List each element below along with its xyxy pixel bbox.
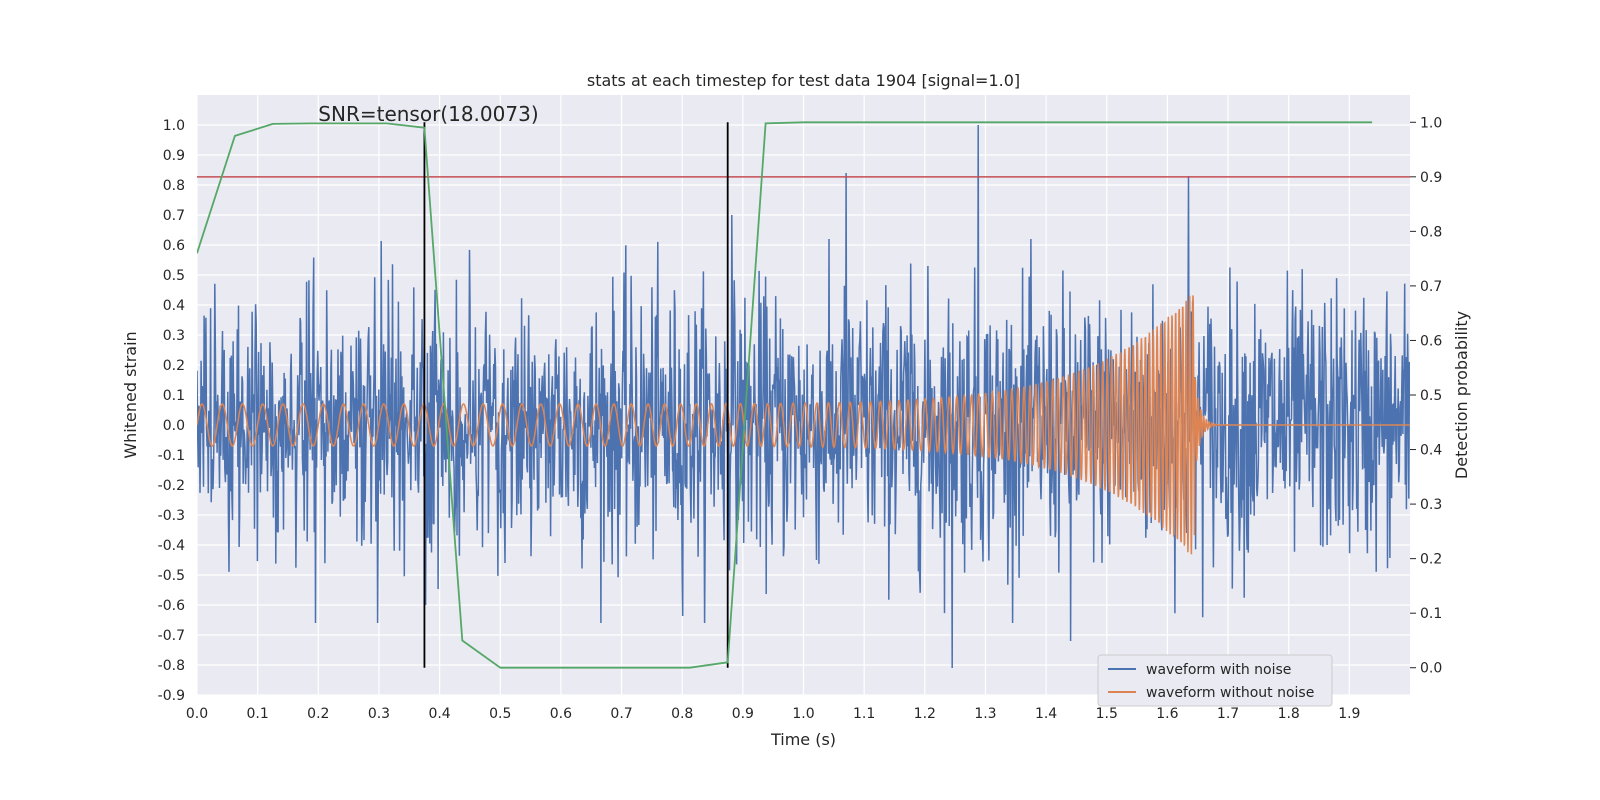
x-tick-label: 0.6 bbox=[550, 706, 572, 722]
y-right-tick-label: 0.8 bbox=[1420, 224, 1442, 240]
legend-label: waveform with noise bbox=[1146, 662, 1291, 678]
series-layer bbox=[197, 121, 1410, 669]
y-tick-label: 0.8 bbox=[163, 178, 185, 194]
y-tick-label: 0.7 bbox=[163, 208, 185, 224]
y-tick-label: 1.0 bbox=[163, 118, 185, 134]
x-tick-label: 0.8 bbox=[671, 706, 693, 722]
x-tick-label: 1.9 bbox=[1338, 706, 1360, 722]
x-tick-label: 0.4 bbox=[428, 706, 450, 722]
y-axis-label: Whitened strain bbox=[121, 331, 140, 458]
y-right-tick-label: 0.4 bbox=[1420, 443, 1442, 459]
x-tick-label: 0.5 bbox=[489, 706, 511, 722]
x-tick-label: 1.3 bbox=[974, 706, 996, 722]
y-tick-label: -0.5 bbox=[158, 568, 185, 584]
series-line-waveform-without-noise bbox=[197, 295, 1410, 555]
y-tick-label: -0.8 bbox=[158, 658, 185, 674]
x-tick-label: 0.7 bbox=[610, 706, 632, 722]
legend-label: waveform without noise bbox=[1146, 685, 1314, 701]
y-right-tick-label: 0.2 bbox=[1420, 552, 1442, 568]
x-tick-label: 1.0 bbox=[792, 706, 814, 722]
x-tick-label: 1.6 bbox=[1156, 706, 1178, 722]
y-right-tick-label: 0.6 bbox=[1420, 333, 1442, 349]
series-line-detection-probability bbox=[197, 121, 1373, 669]
y-right-tick-label: 0.3 bbox=[1420, 497, 1442, 513]
y-right-tick-label: 1.0 bbox=[1420, 115, 1442, 131]
x-tick-label: 0.9 bbox=[732, 706, 754, 722]
x-tick-label: 1.2 bbox=[914, 706, 936, 722]
y-tick-label: 0.1 bbox=[163, 388, 185, 404]
y-tick-label: -0.3 bbox=[158, 508, 185, 524]
y-right-tick-label: 0.1 bbox=[1420, 606, 1442, 622]
y-right-tick-label: 0.0 bbox=[1420, 661, 1442, 677]
y-tick-label: -0.6 bbox=[158, 598, 185, 614]
x-tick-label: 0.2 bbox=[307, 706, 329, 722]
y-right-tick-label: 0.7 bbox=[1420, 279, 1442, 295]
y-tick-label: -0.4 bbox=[158, 538, 185, 554]
x-tick-label: 0.1 bbox=[247, 706, 269, 722]
y-tick-label: 0.4 bbox=[163, 298, 185, 314]
y-tick-label: 0.2 bbox=[163, 358, 185, 374]
x-tick-label: 1.4 bbox=[1035, 706, 1057, 722]
y-tick-label: -0.1 bbox=[158, 448, 185, 464]
x-tick-label: 1.7 bbox=[1217, 706, 1239, 722]
legend: waveform with noise waveform without nois… bbox=[1097, 654, 1333, 707]
ticks: 0.0 0.1 0.2 0.3 0.4 0.5 0.6 0.7 0.8 0.9 1.0 1.1 1.2 1… bbox=[158, 115, 1443, 722]
x-tick-label: 1.1 bbox=[853, 706, 875, 722]
y-axis-right-label: Detection probability bbox=[1452, 311, 1471, 479]
y-tick-label: -0.2 bbox=[158, 478, 185, 494]
y-right-tick-label: 0.9 bbox=[1420, 170, 1442, 186]
x-tick-label: 0.0 bbox=[186, 706, 208, 722]
x-tick-label: 1.5 bbox=[1096, 706, 1118, 722]
y-right-tick-label: 0.5 bbox=[1420, 388, 1442, 404]
y-tick-label: -0.9 bbox=[158, 688, 185, 704]
chart-title: stats at each timestep for test data 190… bbox=[587, 71, 1020, 90]
snr-annotation: SNR=tensor(18.0073) bbox=[318, 102, 538, 126]
legend-box bbox=[1097, 654, 1333, 707]
y-tick-label: -0.7 bbox=[158, 628, 185, 644]
y-tick-label: 0.3 bbox=[163, 328, 185, 344]
x-tick-label: 1.8 bbox=[1278, 706, 1300, 722]
y-tick-label: 0.9 bbox=[163, 148, 185, 164]
x-tick-label: 0.3 bbox=[368, 706, 390, 722]
y-tick-label: 0.0 bbox=[163, 418, 185, 434]
y-tick-label: 0.6 bbox=[163, 238, 185, 254]
y-tick-label: 0.5 bbox=[163, 268, 185, 284]
x-axis-label: Time (s) bbox=[770, 730, 836, 749]
series-line-waveform-with-noise bbox=[197, 124, 1410, 669]
